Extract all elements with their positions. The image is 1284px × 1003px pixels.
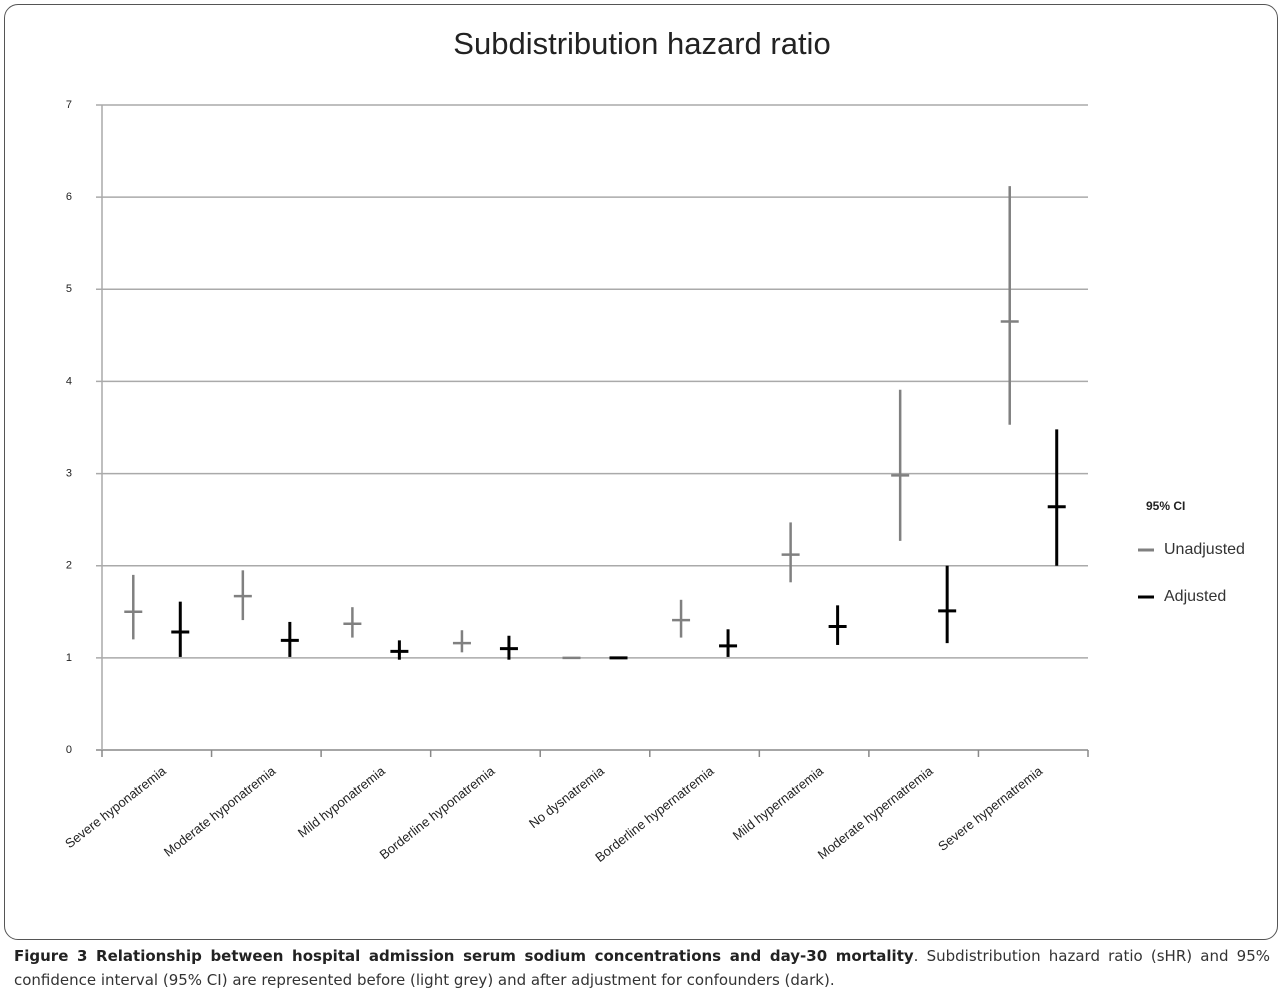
y-tick-label: 7: [66, 99, 72, 111]
legend-title: 95% CI: [1146, 499, 1185, 513]
x-tick-label: Moderate hyponatremia: [161, 763, 279, 860]
x-tick-label: Severe hypernatremia: [935, 763, 1046, 854]
legend-label: Unadjusted: [1164, 541, 1245, 558]
y-tick-label: 5: [66, 283, 72, 295]
caption-title: Figure 3 Relationship between hospital a…: [14, 947, 914, 965]
caption: Figure 3 Relationship between hospital a…: [14, 944, 1270, 992]
y-tick-label: 6: [66, 191, 72, 203]
y-tick-label: 4: [66, 375, 72, 387]
x-tick-label: Borderline hyponatremia: [377, 763, 498, 862]
y-tick-label: 3: [66, 467, 72, 479]
x-tick-label: Borderline hypernatremia: [592, 763, 717, 865]
y-tick-label: 0: [66, 744, 72, 756]
chart: Subdistribution hazard ratio 0 1 2 3 4 5 6 7 Sev…: [62, 26, 1245, 865]
caption-text: . Subdistribution hazard ratio (sHR) and…: [14, 947, 1270, 989]
chart-title: Subdistribution hazard ratio: [453, 26, 830, 61]
x-tick-label: Mild hyponatremia: [295, 763, 389, 841]
x-tick-label: Moderate hypernatremia: [815, 763, 936, 862]
y-tick-label: 2: [66, 560, 72, 572]
x-tick-label: Mild hypernatremia: [730, 763, 827, 843]
y-tick-label: 1: [66, 652, 72, 664]
x-tick-label: No dysnatremia: [526, 763, 608, 831]
x-tick-label: Severe hyponatremia: [62, 763, 169, 851]
figure-frame: [4, 4, 1278, 940]
legend-label: Adjusted: [1164, 588, 1226, 605]
